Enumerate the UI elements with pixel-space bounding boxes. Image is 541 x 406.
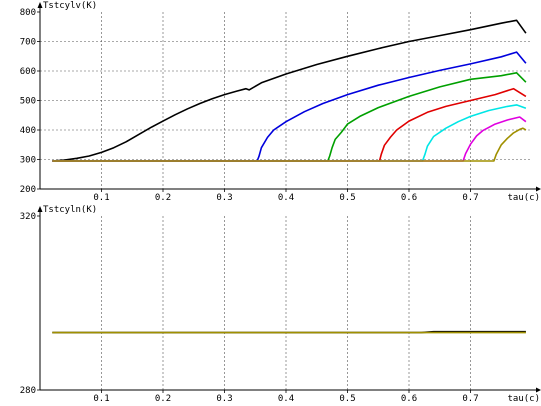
x-tick-label: 0.6: [401, 193, 417, 203]
x-tick-label: 0.5: [339, 193, 355, 203]
x-axis-arrow: [536, 387, 541, 393]
y-tick-label: 400: [20, 126, 36, 136]
x-tick-label: 0.6: [401, 394, 417, 404]
y-axis-label: Tstcylv(K): [43, 1, 97, 11]
x-axis-label: tau(c): [507, 193, 540, 203]
series-line-6: [52, 116, 527, 162]
y-tick-label: 200: [20, 185, 36, 195]
y-axis-label: Tstcyln(K): [43, 205, 97, 215]
y-tick-label: 500: [20, 97, 36, 107]
y-axis-arrow: [37, 2, 43, 8]
series-line-2: [52, 51, 527, 162]
y-tick-label: 300: [20, 156, 36, 166]
x-tick-label: 0.1: [93, 394, 109, 404]
x-tick-label: 0.3: [216, 193, 232, 203]
series-line-3: [52, 72, 527, 162]
x-axis-label: tau(c): [507, 394, 540, 404]
series-line-1: [52, 19, 527, 162]
series-line-5: [52, 104, 527, 162]
y-tick-label: 280: [20, 386, 36, 396]
x-tick-label: 0.2: [155, 394, 171, 404]
y-tick-label: 600: [20, 67, 36, 77]
x-tick-label: 0.7: [462, 394, 478, 404]
plot-panel-1: 0.1 0.2 0.3 0.4 0.5 0.6 0.7 200 300 400 500 600 700 8…: [20, 1, 541, 203]
plot-panel-2: 0.1 0.2 0.3 0.4 0.5 0.6 0.7 280 320 Tstcyln(K) tau…: [20, 205, 541, 404]
x-tick-label: 0.4: [278, 394, 294, 404]
x-tick-label: 0.1: [93, 193, 109, 203]
y-tick-label: 320: [20, 212, 36, 222]
y-tick-label: 800: [20, 8, 36, 18]
x-tick-label: 0.5: [339, 394, 355, 404]
x-tick-label: 0.7: [462, 193, 478, 203]
series-line-4: [52, 87, 527, 162]
x-tick-label: 0.2: [155, 193, 171, 203]
x-tick-label: 0.3: [216, 394, 232, 404]
x-axis-arrow: [536, 186, 541, 192]
y-axis-arrow: [37, 206, 43, 212]
series-line-7: [52, 127, 527, 162]
y-tick-label: 700: [20, 38, 36, 48]
x-tick-label: 0.4: [278, 193, 294, 203]
